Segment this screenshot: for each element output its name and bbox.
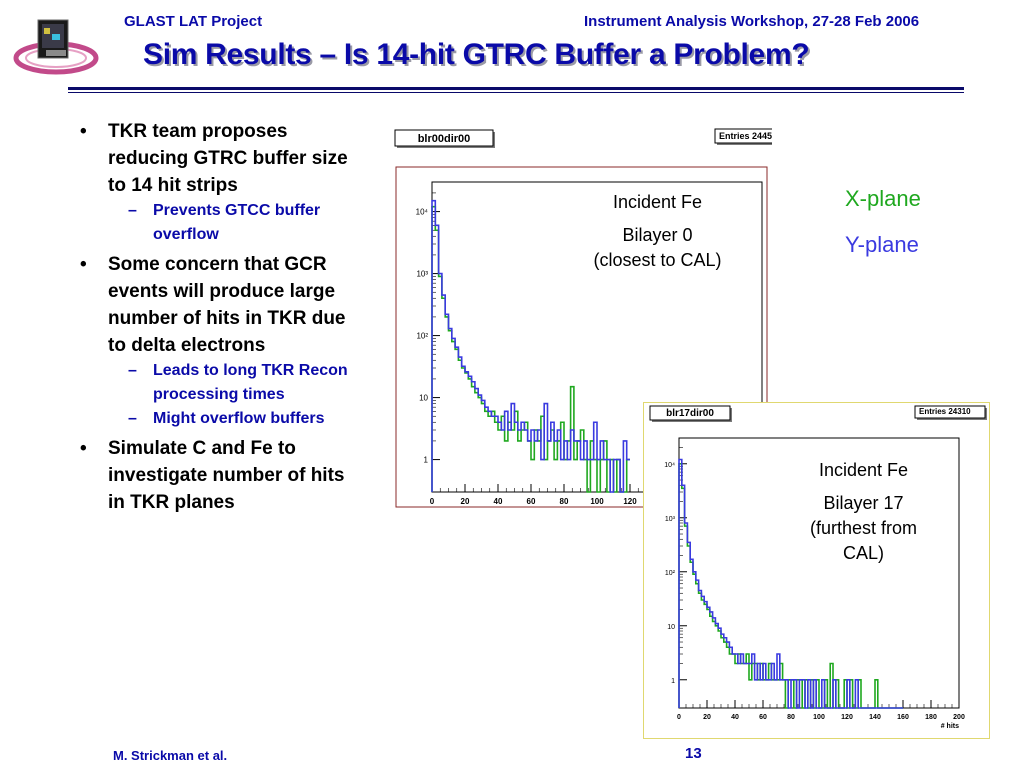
histogram-bilayer-17: blr17dir00 Entries 24310 1 10 10² 10³ 10⁴ 0 20 40… — [649, 405, 987, 730]
x-tick-label: 100 — [813, 714, 825, 721]
sub-bullet-text: Leads to long TKR Recon processing times — [153, 362, 348, 403]
annotation-line: CAL) — [842, 543, 884, 563]
x-tick-label: 0 — [677, 714, 681, 721]
x-tick-label: 60 — [527, 497, 536, 506]
y-tick-label: 1 — [424, 456, 429, 465]
y-tick-label: 10² — [665, 570, 676, 577]
histogram-title: blr00dir00 — [418, 133, 471, 145]
bullet-text: Some concern that GCR events will produc… — [108, 254, 346, 356]
x-tick-label: 120 — [623, 497, 637, 506]
x-tick-label: 200 — [953, 714, 965, 721]
histogram-series-y-plane — [678, 458, 903, 709]
title-rule-thin — [68, 92, 964, 93]
x-tick-label: 20 — [461, 497, 470, 506]
x-tick-label: 40 — [731, 714, 739, 721]
x-tick-label: 80 — [787, 714, 795, 721]
annotation-bilayer-0: Incident Fe Bilayer 0 (closest to CAL) — [570, 190, 745, 273]
title-box — [649, 405, 731, 421]
x-tick-label: 40 — [494, 497, 503, 506]
bullet-item: • TKR team proposes reducing GTRC buffer … — [76, 118, 366, 247]
page-title: Sim Results – Is 14-hit GTRC Buffer a Pr… — [143, 38, 810, 71]
histogram-bilayer-17-frame: blr17dir00 Entries 24310 1 10 10² 10³ 10⁴ 0 20 40… — [643, 402, 990, 739]
annotation-bilayer-17: Incident Fe Bilayer 17 (furthest from CA… — [776, 458, 951, 566]
title-box — [394, 129, 494, 147]
annotation-line: (furthest from — [809, 518, 918, 538]
sub-bullet-item: – Might overflow buffers — [128, 410, 325, 427]
sub-bullet-text: Might overflow buffers — [153, 410, 325, 427]
y-tick-label: 1 — [671, 678, 675, 685]
stats-text: Entries 24310 — [919, 407, 971, 416]
annotation-line: Bilayer 0 — [622, 225, 693, 245]
stats-box — [714, 128, 772, 144]
x-tick-label: 160 — [897, 714, 909, 721]
annotation-line: Incident Fe — [612, 192, 703, 212]
x-tick-label: 100 — [590, 497, 604, 506]
y-tick-label: 10 — [667, 624, 675, 631]
annotation-line: Bilayer 17 — [823, 493, 904, 513]
bullet-item: • Simulate C and Fe to investigate number… — [80, 438, 345, 513]
bullet-text: Simulate C and Fe to investigate number … — [108, 438, 345, 513]
glast-logo — [12, 10, 102, 88]
x-tick-label: 140 — [869, 714, 881, 721]
x-tick-label: 0 — [430, 497, 435, 506]
bullet-item: • Some concern that GCR events will produ… — [76, 251, 366, 431]
annotation-line: (closest to CAL) — [593, 250, 722, 270]
bullet-text: TKR team proposes reducing GTRC buffer s… — [108, 121, 348, 196]
y-tick-label: 10⁴ — [664, 462, 675, 469]
x-tick-label: 60 — [759, 714, 767, 721]
histogram-series-x-plane — [678, 462, 903, 709]
y-tick-label: 10⁴ — [416, 208, 429, 217]
histogram-series-y-plane — [431, 199, 630, 493]
project-name: GLAST LAT Project — [124, 13, 263, 30]
y-tick-label: 10³ — [416, 270, 428, 279]
y-tick-label: 10 — [419, 394, 428, 403]
page-number: 13 — [685, 745, 702, 762]
histogram-title: blr17dir00 — [666, 408, 714, 419]
footer-author: M. Strickman et al. — [113, 748, 228, 763]
x-tick-label: 20 — [703, 714, 711, 721]
stats-text: Entries 24455 — [719, 131, 772, 141]
y-tick-label: 10² — [416, 332, 428, 341]
plot-area — [678, 437, 960, 709]
annotation-line: Incident Fe — [818, 460, 909, 480]
x-tick-label: 120 — [841, 714, 853, 721]
legend-x-plane: X-plane — [845, 186, 921, 211]
sub-bullet-item: – Prevents GTCC buffer overflow — [128, 202, 321, 243]
stats-box — [914, 405, 986, 419]
x-axis-label: # hits — [941, 723, 959, 730]
x-tick-label: 180 — [925, 714, 937, 721]
sub-bullet-text: Prevents GTCC buffer overflow — [153, 202, 321, 243]
title-rule — [68, 87, 964, 90]
legend-y-plane: Y-plane — [845, 232, 919, 257]
workshop-name: Instrument Analysis Workshop, 27-28 Feb … — [584, 13, 920, 30]
y-tick-label: 10³ — [665, 516, 676, 523]
x-tick-label: 80 — [560, 497, 569, 506]
pad-frame — [395, 166, 768, 508]
bullet-list: • TKR team proposes reducing GTRC buffer … — [76, 118, 366, 520]
sub-bullet-item: – Leads to long TKR Recon processing time… — [128, 362, 348, 403]
